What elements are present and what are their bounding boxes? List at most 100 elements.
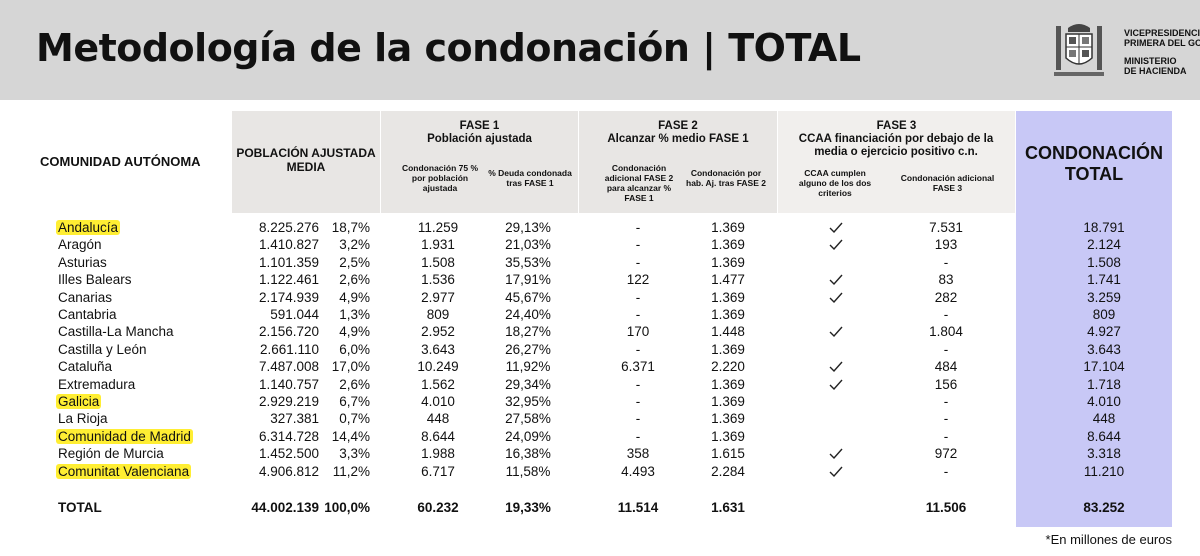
table-row: Castilla-La Mancha 2.156.720 4,9% 2.952 18,2… (36, 323, 1121, 340)
cell-pct: 4,9% (339, 289, 370, 305)
ccaa-name: La Rioja (58, 411, 108, 427)
fase1-col2-header: % Deuda condonada tras FASE 1 (488, 168, 572, 188)
cell-f3: 156 (934, 376, 958, 392)
ccaa-name: Región de Murcia (58, 446, 164, 462)
cell-f2b: 1.369 (711, 307, 745, 322)
cell-f2a: 6.371 (621, 359, 655, 375)
cell-f2b: 1.615 (711, 446, 745, 462)
highlight-marker: Andalucía (56, 220, 121, 235)
fase3-col1-header: CCAA cumplen alguno de los dos criterios (798, 168, 872, 198)
table-row: Cataluña 7.487.008 17,0% 10.249 11,92% 6.371 2… (36, 358, 1125, 375)
cell-f1a: 3.643 (421, 341, 455, 357)
cell-f1b: 11,58% (505, 463, 551, 479)
cell-f1b: 29,13% (505, 220, 551, 235)
fase2-subtitle: Alcanzar % medio FASE 1 (607, 133, 749, 145)
cell-f2b: 1.369 (711, 411, 745, 427)
cell-f1a: 448 (426, 411, 450, 427)
cell-pct: 1,3% (339, 307, 370, 322)
cell-f1b: 24,09% (505, 428, 551, 444)
cell-f1a: 11.259 (417, 220, 459, 235)
total-total: 83.252 (1083, 500, 1125, 515)
cell-f3: 193 (934, 237, 958, 253)
checkmark-icon (829, 222, 843, 233)
fase1-title: FASE 1 (459, 120, 500, 132)
total-body-bg (1016, 213, 1172, 527)
cell-pob: 2.661.110 (259, 341, 319, 357)
ccaa-header: COMUNIDAD AUTÓNOMA (40, 154, 201, 169)
cell-f2a: - (635, 237, 641, 253)
cell-f1b: 32,95% (505, 394, 551, 409)
cell-pct: 18,7% (331, 220, 370, 235)
table-row: Aragón 1.410.827 3,2% 1.931 21,03% - 1.369 193 2… (36, 236, 1121, 253)
cell-f2a: - (635, 254, 641, 270)
cell-f3: - (943, 254, 949, 270)
cell-total: 809 (1092, 307, 1116, 322)
fase2-col1-header: Condonación adicional FASE 2 para alcanz… (604, 163, 674, 203)
cell-total: 4.927 (1087, 324, 1121, 340)
cell-f1b: 35,53% (505, 254, 551, 270)
cell-f1b: 16,38% (505, 446, 551, 462)
cell-f2b: 1.369 (711, 254, 745, 270)
cell-f2b: 1.369 (711, 220, 745, 235)
cell-pob: 2.929.219 (258, 394, 319, 409)
checkmark-icon (829, 361, 843, 373)
ccaa-name: Castilla-La Mancha (58, 324, 174, 340)
cell-f2b: 2.220 (711, 359, 745, 375)
cell-f1a: 10.249 (417, 359, 459, 375)
cell-pob: 1.122.461 (258, 272, 319, 288)
fase3-col2-header: Condonación adicional FASE 3 (900, 173, 995, 193)
cell-total: 1.718 (1087, 376, 1121, 392)
cell-f2b: 1.448 (711, 324, 745, 340)
cell-f1a: 809 (426, 307, 450, 322)
table-body (36, 213, 1016, 527)
cell-f3: 282 (934, 289, 958, 305)
cell-f1b: 27,58% (505, 411, 551, 427)
cell-f2a: 170 (626, 324, 650, 340)
checkmark-icon (829, 448, 843, 460)
table-row: Castilla y León 2.661.110 6,0% 3.643 26,27% -… (36, 341, 1121, 358)
cell-pob: 591.044 (270, 307, 319, 322)
table-row: Andalucía 8.225.276 18,7% 11.259 29,13% - 1.36… (36, 219, 1125, 236)
cell-f1a: 1.931 (421, 237, 455, 253)
cell-pob: 1.452.500 (258, 446, 319, 462)
highlight-marker: Comunitat Valenciana (56, 463, 192, 479)
checkmark-icon (829, 466, 843, 477)
cell-f2b: 1.477 (711, 272, 745, 288)
ccaa-name: Castilla y León (58, 341, 147, 357)
cell-total: 18.791 (1083, 220, 1125, 235)
fase1-subtitle: Población ajustada (427, 133, 532, 145)
cell-pob: 4.906.812 (258, 463, 319, 479)
cell-f1b: 17,91% (505, 272, 551, 288)
cell-f3: 972 (934, 446, 958, 462)
total-header: CONDONACIÓN TOTAL (1025, 143, 1163, 184)
table-row: Asturias 1.101.359 2,5% 1.508 35,53% - 1.369 - 1… (36, 254, 1121, 271)
cell-f3: 83 (938, 272, 954, 288)
cell-pob: 7.487.008 (258, 359, 319, 375)
cell-f2a: 4.493 (621, 463, 655, 479)
cell-total: 11.210 (1083, 463, 1125, 479)
table-row: Galicia 2.929.219 6,7% 4.010 32,95% - 1.369 - 4.… (36, 393, 1121, 410)
cell-f1a: 2.977 (421, 289, 455, 305)
cell-total: 3.259 (1087, 289, 1121, 305)
cell-f2b: 1.369 (711, 428, 745, 444)
cell-pct: 3,3% (339, 446, 370, 462)
cell-f2a: - (635, 376, 641, 392)
total-pob: 44.002.139 (251, 500, 319, 515)
ccaa-name: Comunitat Valenciana (56, 463, 192, 480)
cell-f1b: 11,92% (505, 359, 551, 375)
cell-pct: 0,7% (339, 411, 370, 427)
total-f2a: 11.514 (617, 500, 659, 515)
cell-f1a: 6.717 (421, 463, 455, 479)
ccaa-name: Andalucía (56, 219, 121, 236)
total-f1b: 19,33% (505, 500, 551, 515)
cell-f1a: 1.536 (421, 272, 455, 288)
page-title: Metodología de la condonación | TOTAL (36, 26, 861, 70)
cell-f1a: 1.562 (421, 376, 455, 392)
cell-total: 1.741 (1087, 272, 1121, 288)
cell-pob: 1.140.757 (258, 376, 319, 392)
table-row: Comunitat Valenciana 4.906.812 11,2% 6.717 1… (36, 463, 1124, 480)
cell-pob: 1.101.359 (258, 254, 319, 270)
cell-pob: 2.174.939 (258, 289, 319, 305)
table-row: Canarias 2.174.939 4,9% 2.977 45,67% - 1.369 28… (36, 289, 1121, 306)
ccaa-name: Canarias (58, 289, 113, 305)
